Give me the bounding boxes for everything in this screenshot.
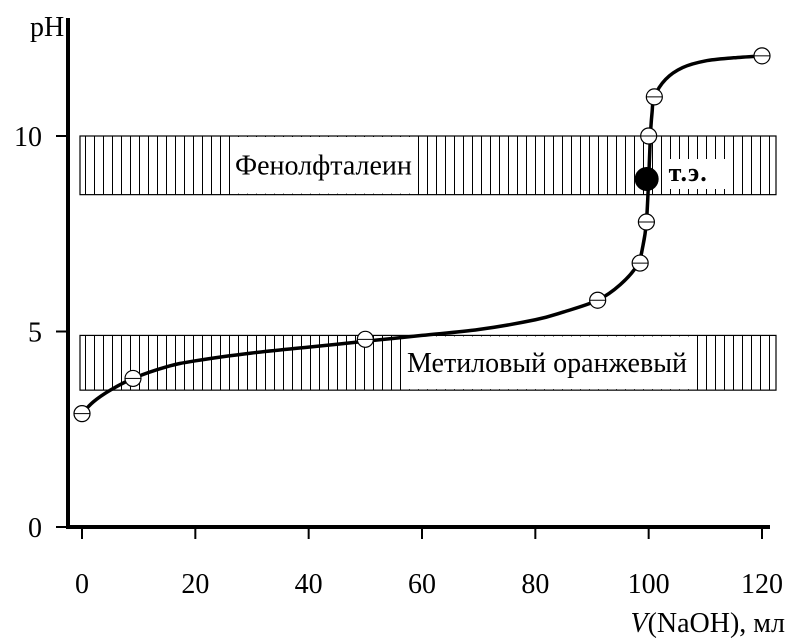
x-tick-label: 40 [295, 569, 323, 600]
x-tick-label: 0 [75, 569, 89, 600]
x-tick-label: 60 [408, 569, 436, 600]
axes: 0 20 40 60 80 100 120 0 5 10 pH V(NaOH), мл [14, 12, 785, 638]
phenolphthalein-band [79, 135, 777, 196]
x-tick-label: 20 [181, 569, 209, 600]
y-tick-label: 5 [28, 318, 42, 349]
data-points [73, 47, 771, 423]
y-tick-label: 10 [14, 122, 42, 153]
methyl-orange-label-bg [403, 336, 693, 390]
y-axis-ticks: 0 5 10 [14, 122, 68, 544]
equivalence-point-marker [634, 167, 659, 192]
y-tick-label: 0 [28, 513, 42, 544]
indicator-bands: Фенолфталеин Метиловый оранжевый [79, 135, 777, 391]
equivalence-label-bg [664, 159, 733, 190]
x-axis-title: V(NaOH), мл [630, 608, 785, 638]
methyl-orange-label: Метиловый оранжевый [407, 348, 687, 379]
x-tick-label: 100 [628, 569, 670, 600]
equivalence-point-label: т.э. [669, 158, 708, 187]
x-axis-title-symbol: V [630, 608, 650, 638]
y-axis-title: pH [30, 12, 64, 43]
x-tick-label: 120 [741, 569, 783, 600]
x-axis-ticks: 0 20 40 60 80 100 120 [75, 527, 783, 600]
x-tick-label: 80 [521, 569, 549, 600]
phenolphthalein-label: Фенолфталеин [235, 150, 412, 181]
phenolphthalein-label-bg [231, 137, 418, 194]
x-axis-title-unit: (NaOH), мл [648, 608, 785, 638]
